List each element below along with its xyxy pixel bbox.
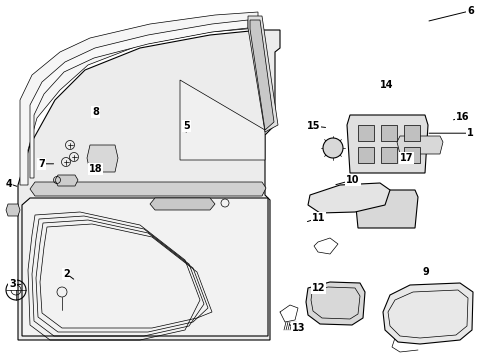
Text: 5: 5	[183, 121, 190, 131]
Polygon shape	[347, 115, 428, 173]
Text: 12: 12	[312, 283, 325, 293]
Polygon shape	[20, 12, 258, 185]
Polygon shape	[18, 30, 280, 340]
Text: 1: 1	[467, 128, 474, 138]
Text: 10: 10	[346, 175, 360, 185]
Text: 13: 13	[292, 323, 306, 333]
Bar	[381, 125, 397, 141]
Polygon shape	[397, 136, 443, 154]
Bar	[358, 147, 374, 163]
Polygon shape	[355, 190, 418, 228]
Bar	[358, 125, 374, 141]
Polygon shape	[30, 182, 266, 196]
Text: 2: 2	[63, 269, 70, 279]
Polygon shape	[150, 198, 215, 210]
Polygon shape	[383, 283, 473, 344]
Polygon shape	[22, 198, 268, 336]
Polygon shape	[308, 183, 390, 213]
Polygon shape	[30, 20, 248, 178]
Polygon shape	[248, 16, 278, 132]
Text: 11: 11	[312, 213, 325, 223]
Polygon shape	[180, 80, 265, 160]
Text: 4: 4	[5, 179, 12, 189]
Text: 16: 16	[456, 112, 470, 122]
Polygon shape	[306, 282, 365, 325]
Polygon shape	[55, 175, 78, 186]
Polygon shape	[6, 204, 20, 216]
Text: 6: 6	[467, 6, 474, 16]
Text: 17: 17	[400, 153, 414, 163]
Text: 15: 15	[307, 121, 320, 131]
Text: 14: 14	[380, 80, 394, 90]
Polygon shape	[87, 145, 118, 172]
Bar	[404, 125, 420, 141]
Bar	[404, 147, 420, 163]
Polygon shape	[250, 20, 274, 130]
Bar	[381, 147, 397, 163]
Circle shape	[323, 138, 343, 158]
Text: 8: 8	[92, 107, 99, 117]
Text: 7: 7	[38, 159, 45, 169]
Text: 9: 9	[423, 267, 430, 277]
Text: 3: 3	[9, 279, 16, 289]
Text: 18: 18	[89, 164, 102, 174]
